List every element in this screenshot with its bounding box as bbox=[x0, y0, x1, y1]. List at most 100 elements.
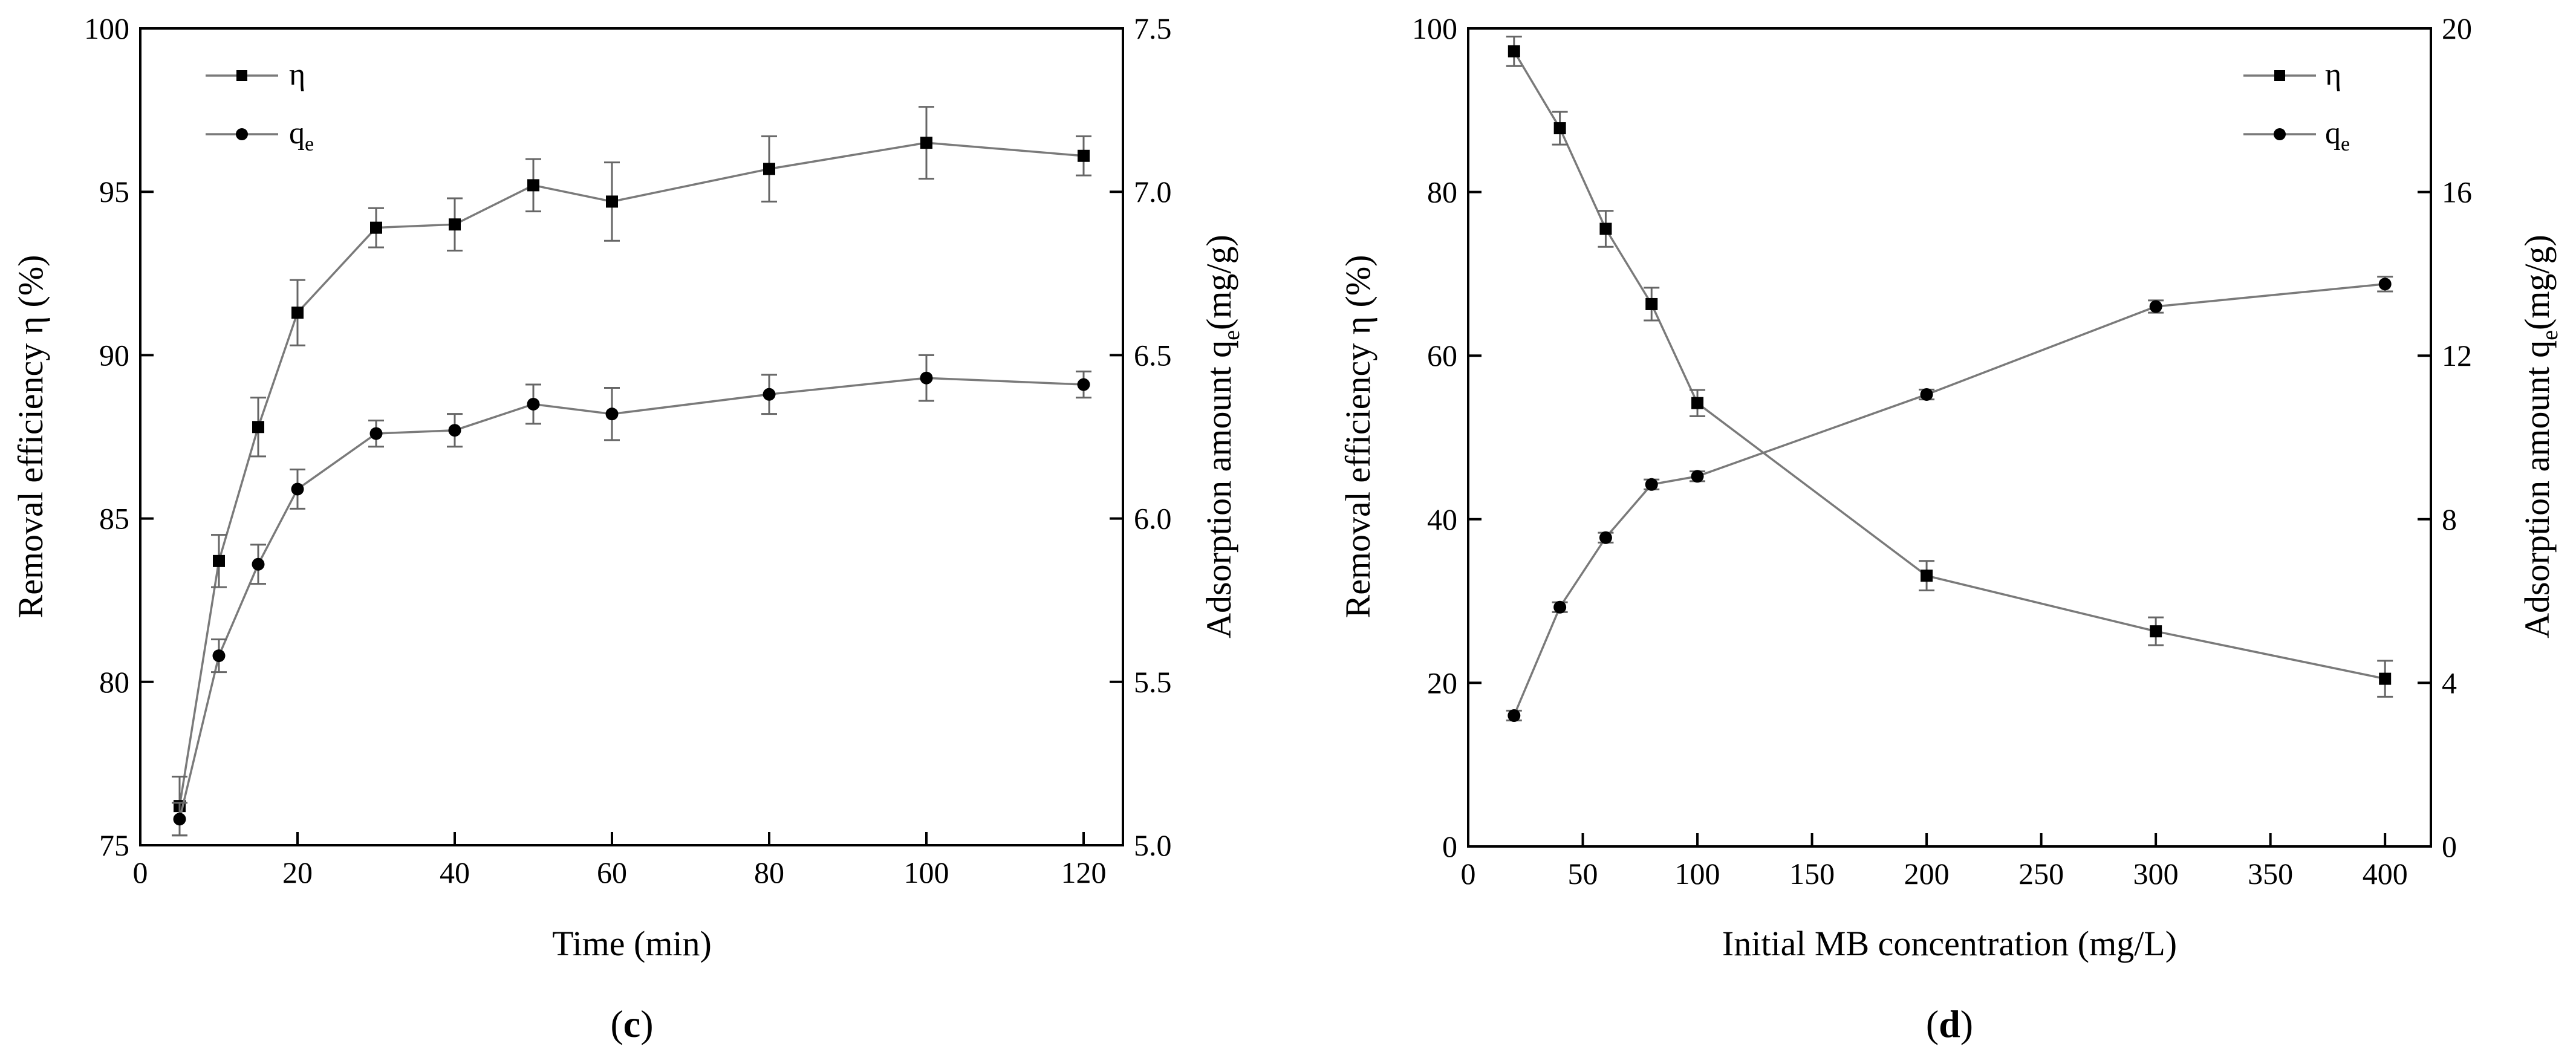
y-axis-title-right-c: Adsorption amount qe(mg/g) bbox=[1199, 235, 1244, 638]
y-axis-title-left-d: Removal efficiency η (%) bbox=[1338, 255, 1377, 619]
data-point-eta-d bbox=[1691, 397, 1704, 409]
x-axis-title-c: Time (min) bbox=[552, 924, 712, 963]
y-tick-label-right-c: 5.0 bbox=[1134, 828, 1172, 862]
plot-frame-d bbox=[1467, 27, 2432, 848]
data-point-eta-d bbox=[2150, 625, 2162, 638]
y-tick-label-right-d: 0 bbox=[2442, 830, 2457, 863]
x-tick-label-d: 300 bbox=[2133, 857, 2179, 891]
y-tick-label-left-d: 0 bbox=[1442, 830, 1457, 863]
legend-marker-eta-c bbox=[236, 70, 247, 81]
y-tick-label-left-c: 85 bbox=[99, 502, 129, 536]
chart-d-marks bbox=[1506, 36, 2393, 723]
y-tick-label-right-c: 6.0 bbox=[1134, 502, 1172, 536]
x-tick-label-d: 200 bbox=[1904, 857, 1950, 891]
y-tick-label-right-d: 20 bbox=[2442, 11, 2472, 45]
data-point-eta-c bbox=[527, 179, 539, 192]
legend-label-eta-c: η bbox=[289, 57, 305, 92]
y-tick-label-right-d: 12 bbox=[2442, 339, 2472, 372]
data-point-qe-c bbox=[212, 649, 226, 663]
y-tick-label-left-c: 90 bbox=[99, 338, 129, 372]
y-tick-label-right-c: 5.5 bbox=[1134, 665, 1172, 699]
data-point-qe-d bbox=[1553, 600, 1567, 614]
data-point-qe-c bbox=[291, 482, 304, 496]
data-point-qe-c bbox=[527, 397, 540, 411]
data-point-eta-d bbox=[1645, 297, 1658, 310]
data-point-qe-c bbox=[252, 557, 265, 571]
x-axis-title-d: Initial MB concentration (mg/L) bbox=[1722, 924, 2177, 963]
data-point-qe-d bbox=[1599, 531, 1612, 544]
chart-c-marks bbox=[172, 106, 1091, 837]
chart-c-yl-ticks: 75 80 85 90 95 100 bbox=[84, 11, 154, 862]
data-point-qe-c bbox=[369, 427, 383, 440]
y-tick-label-left-d: 100 bbox=[1412, 11, 1457, 45]
data-point-eta-c bbox=[763, 163, 775, 175]
data-point-eta-c bbox=[213, 554, 225, 567]
x-tick-label-d: 150 bbox=[1789, 857, 1835, 891]
data-point-qe-d bbox=[1645, 478, 1658, 491]
data-point-eta-c bbox=[252, 421, 264, 434]
y-tick-label-left-c: 95 bbox=[99, 175, 129, 209]
panel-label-c: (c) bbox=[610, 1002, 653, 1045]
y-tick-label-left-d: 80 bbox=[1427, 175, 1457, 209]
chart-panel-c: 0 20 40 60 80 100 120 75 80 85 90 95 100 5.0 5.5 6.0 6… bbox=[11, 11, 1244, 1045]
data-point-eta-d bbox=[1508, 45, 1520, 57]
legend-marker-eta-d bbox=[2274, 70, 2285, 81]
y-tick-label-right-d: 16 bbox=[2442, 175, 2472, 209]
y-tick-label-left-d: 60 bbox=[1427, 339, 1457, 372]
chart-panel-d: 0 50 100 150 200 250 300 350 400 0 20 40 60 80 100 0 4… bbox=[1338, 11, 2563, 1045]
data-point-eta-c bbox=[449, 218, 461, 231]
legend-label-qe-c: qe bbox=[289, 116, 314, 155]
data-point-qe-c bbox=[448, 424, 461, 437]
y-tick-label-right-c: 7.5 bbox=[1134, 11, 1172, 45]
data-point-eta-d bbox=[2379, 672, 2392, 685]
x-tick-label-c: 100 bbox=[904, 856, 949, 889]
x-tick-label-c: 80 bbox=[754, 856, 784, 889]
series-line-qe-d bbox=[1513, 283, 2386, 716]
x-tick-label-d: 50 bbox=[1568, 857, 1598, 891]
x-tick-label-d: 0 bbox=[1461, 857, 1476, 891]
data-point-qe-d bbox=[1920, 388, 1933, 401]
series-line-eta-d bbox=[1513, 51, 2386, 680]
y-tick-label-right-d: 4 bbox=[2442, 666, 2457, 700]
data-point-eta-d bbox=[1599, 222, 1612, 235]
y-tick-label-left-c: 75 bbox=[99, 828, 129, 862]
legend-marker-qe-c bbox=[236, 128, 248, 140]
x-tick-label-c: 40 bbox=[440, 856, 470, 889]
data-point-eta-c bbox=[291, 307, 304, 319]
x-tick-label-d: 350 bbox=[2248, 857, 2293, 891]
data-point-qe-d bbox=[1508, 709, 1521, 723]
x-tick-label-c: 60 bbox=[597, 856, 627, 889]
data-point-qe-d bbox=[2378, 278, 2392, 291]
data-point-qe-d bbox=[2149, 300, 2162, 313]
y-tick-label-left-c: 80 bbox=[99, 665, 129, 699]
data-point-eta-c bbox=[370, 221, 382, 234]
chart-c-x-ticks: 0 20 40 60 80 100 120 bbox=[133, 832, 1107, 889]
series-line-qe-c bbox=[178, 377, 1084, 820]
legend-d: η qe bbox=[2243, 57, 2350, 155]
chart-c-yr-ticks: 5.0 5.5 6.0 6.5 7.0 7.5 bbox=[1110, 11, 1172, 862]
data-point-eta-c bbox=[1078, 149, 1090, 162]
x-tick-label-d: 400 bbox=[2363, 857, 2408, 891]
chart-d-yl-ticks: 0 20 40 60 80 100 bbox=[1412, 11, 1482, 863]
data-point-eta-d bbox=[1553, 122, 1566, 135]
data-point-eta-c bbox=[920, 137, 932, 149]
data-point-eta-d bbox=[1921, 570, 1933, 582]
series-line-eta-c bbox=[178, 141, 1084, 807]
legend-c: η qe bbox=[206, 57, 314, 155]
data-point-qe-c bbox=[173, 813, 186, 826]
data-point-qe-c bbox=[763, 388, 776, 401]
y-axis-title-right-d: Adsorption amount qe(mg/g) bbox=[2517, 235, 2563, 638]
chart-d-x-ticks: 0 50 100 150 200 250 300 350 400 bbox=[1461, 833, 2408, 891]
legend-label-qe-d: qe bbox=[2325, 116, 2350, 155]
y-tick-label-right-d: 8 bbox=[2442, 502, 2457, 536]
y-tick-label-left-c: 100 bbox=[84, 11, 129, 45]
x-tick-label-c: 20 bbox=[282, 856, 313, 889]
data-point-qe-d bbox=[1691, 470, 1704, 483]
legend-label-eta-d: η bbox=[2325, 57, 2341, 92]
x-tick-label-d: 100 bbox=[1675, 857, 1720, 891]
y-tick-label-right-c: 6.5 bbox=[1134, 338, 1172, 372]
data-point-eta-c bbox=[606, 195, 618, 208]
chart-d-yr-ticks: 0 4 8 12 16 20 bbox=[2418, 11, 2472, 863]
panel-label-d: (d) bbox=[1926, 1002, 1973, 1045]
